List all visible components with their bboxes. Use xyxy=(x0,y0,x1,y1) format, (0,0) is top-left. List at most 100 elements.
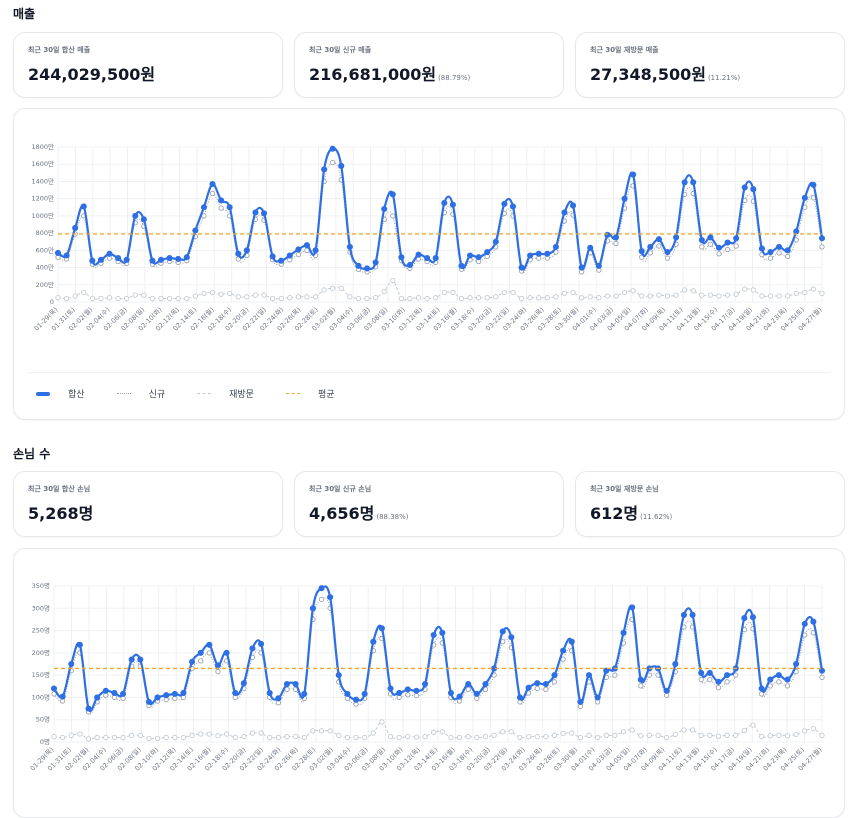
customers-point-revisit xyxy=(456,734,463,741)
customers-point-total xyxy=(275,695,282,702)
sales-point-total xyxy=(140,216,147,223)
sales-point-total xyxy=(355,262,362,269)
sales-point-total xyxy=(406,261,414,269)
customers-point-total xyxy=(663,687,670,694)
sales-point-total xyxy=(767,249,774,256)
sales-point-total xyxy=(123,256,130,263)
sales-point-new xyxy=(218,205,224,211)
customers-point-revisit xyxy=(206,731,212,737)
customers-point-total xyxy=(534,680,541,687)
sales-point-revisit xyxy=(510,289,516,296)
customers-point-revisit xyxy=(741,727,747,734)
customers-new-card: 최근 30일 신규 손님 4,656명 (88.38%) xyxy=(294,471,564,537)
customers-point-revisit xyxy=(422,734,428,740)
legend-label-new: 신규 xyxy=(148,390,166,400)
customers-point-total xyxy=(76,641,83,648)
sales-point-revisit xyxy=(570,289,576,296)
sales-point-total xyxy=(269,253,276,260)
legend-item-total[interactable]: 합산 xyxy=(36,387,85,400)
customers-point-revisit xyxy=(120,734,126,741)
sales-point-total xyxy=(578,264,585,271)
customers-point-total xyxy=(465,681,472,688)
legend-item-revisit[interactable]: 재방문 xyxy=(197,387,254,400)
customers-point-revisit xyxy=(681,727,687,733)
sales-point-total xyxy=(784,247,791,254)
sales-total-label: 최근 30일 합산 매출 xyxy=(28,46,91,54)
sales-point-total xyxy=(776,243,783,250)
customers-point-total xyxy=(439,629,446,636)
customers-point-revisit xyxy=(517,734,523,741)
customers-point-total xyxy=(378,625,385,632)
customers-point-total xyxy=(240,680,247,687)
sales-point-revisit xyxy=(364,295,370,302)
sales-point-total xyxy=(398,254,405,261)
sales-point-total xyxy=(415,251,422,258)
sales-point-new xyxy=(209,190,216,197)
legend-swatch-revisit xyxy=(197,393,212,394)
sales-point-revisit xyxy=(561,290,568,297)
customers-point-total xyxy=(482,681,489,688)
customers-point-revisit xyxy=(594,734,601,741)
customers-point-total xyxy=(180,689,187,697)
customers-point-total xyxy=(258,640,265,647)
legend-label-average: 평균 xyxy=(317,390,335,400)
customers-point-revisit xyxy=(129,732,135,738)
sales-point-revisit xyxy=(604,293,611,299)
customers-point-total xyxy=(680,611,687,619)
sales-point-revisit xyxy=(484,295,490,301)
sales-point-revisit xyxy=(544,295,550,301)
customers-point-revisit xyxy=(569,730,575,736)
customers-point-new xyxy=(551,679,558,685)
customers-point-total xyxy=(387,685,394,692)
sales-point-new xyxy=(819,244,825,250)
legend-item-average[interactable]: 평균 xyxy=(285,387,335,400)
sales-line-chart[interactable]: 0 200만 400만 600만 800만 1000만 1200만 1400만 1600만 180… xyxy=(14,109,846,369)
customers-point-total xyxy=(145,698,152,705)
customers-point-total xyxy=(456,693,463,700)
customers-y-tick-label: 300명 xyxy=(32,603,50,612)
sales-point-total xyxy=(192,227,199,234)
sales-point-total xyxy=(389,191,396,198)
customers-point-revisit xyxy=(77,731,83,737)
sales-point-total xyxy=(535,250,542,257)
sales-point-revisit xyxy=(98,295,104,302)
sales-point-total xyxy=(612,234,620,241)
sales-point-total xyxy=(630,171,637,178)
customers-point-total xyxy=(525,684,532,691)
customers-point-revisit xyxy=(491,732,497,738)
customers-point-revisit xyxy=(189,732,195,738)
sales-point-total xyxy=(561,209,568,216)
customers-point-revisit xyxy=(500,729,506,735)
customers-line-chart[interactable]: 0명50명100명150명200명250명300명350명01-29(목)01-… xyxy=(14,549,846,809)
sales-point-revisit xyxy=(639,293,645,299)
sales-point-total xyxy=(544,250,551,257)
sales-point-total xyxy=(175,255,182,262)
sales-chart-card: 0 200만 400만 600만 800만 1000만 1200만 1400만 1600만 180… xyxy=(13,108,845,420)
customers-point-total xyxy=(801,620,808,627)
customers-point-total xyxy=(508,634,515,641)
sales-point-revisit xyxy=(252,292,259,298)
customers-point-revisit xyxy=(223,731,230,737)
sales-point-total xyxy=(595,262,602,269)
sales-point-total xyxy=(492,238,499,245)
customers-point-revisit xyxy=(577,734,584,741)
customers-point-new xyxy=(724,679,730,685)
sales-point-new xyxy=(724,246,731,253)
legend-item-new[interactable]: 신규 xyxy=(116,387,166,400)
customers-revisit-pct: (11.62%) xyxy=(640,513,673,521)
sales-point-revisit xyxy=(63,295,70,302)
sales-point-new xyxy=(390,213,396,219)
sales-point-new xyxy=(716,251,722,257)
sales-point-revisit xyxy=(450,289,456,296)
customers-point-new xyxy=(612,672,618,678)
customers-new-label: 최근 30일 신규 손님 xyxy=(309,485,372,493)
customers-point-total xyxy=(292,681,299,688)
sales-point-total xyxy=(484,249,491,256)
sales-point-total xyxy=(235,250,242,257)
customers-new-value: 4,656명 (88.38%) xyxy=(309,500,409,524)
sales-y-tick-label: 1200만 xyxy=(31,194,54,203)
customers-point-revisit xyxy=(802,728,808,734)
customers-point-revisit xyxy=(715,733,722,739)
sales-point-revisit xyxy=(793,290,799,297)
customers-point-total xyxy=(171,690,178,697)
